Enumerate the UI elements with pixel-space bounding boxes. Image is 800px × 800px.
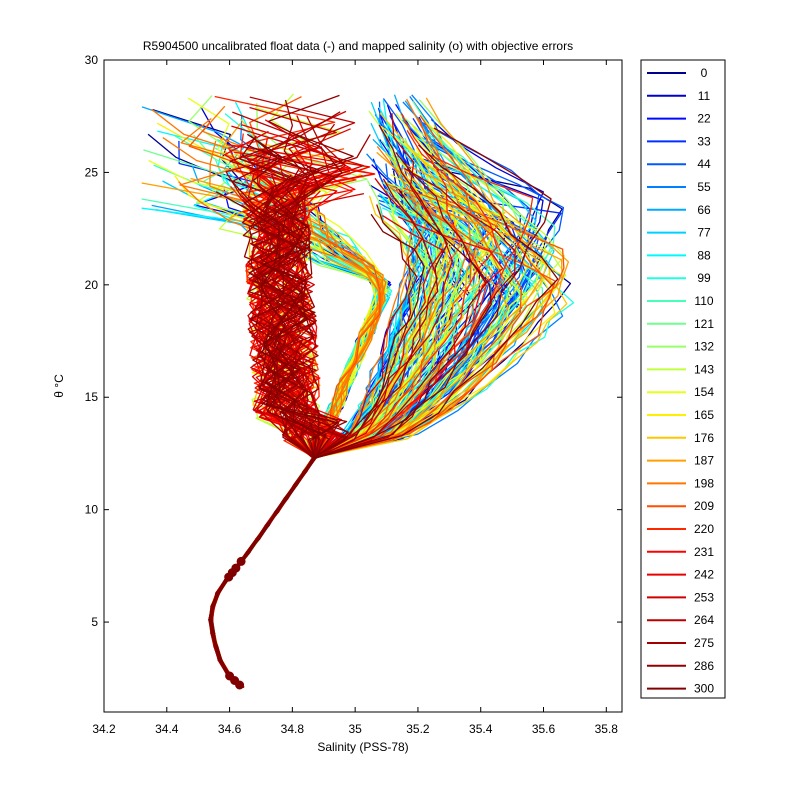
y-axis: 5 10 15 20 25 30	[85, 53, 622, 629]
legend-box	[640, 59, 726, 699]
x-tick-label: 35.4	[469, 722, 493, 736]
mapped-salinity-marker	[225, 671, 235, 681]
x-tick-label: 34.2	[92, 722, 116, 736]
legend-label: 209	[694, 499, 714, 513]
x-tick-label: 35.2	[406, 722, 430, 736]
x-tick-label: 35	[348, 722, 362, 736]
x-tick-label: 35.6	[532, 722, 556, 736]
legend-label: 66	[697, 203, 711, 217]
y-tick-label: 20	[85, 278, 99, 292]
legend-label: 300	[694, 682, 714, 696]
x-axis: 34.2 34.4 34.6 34.8 35 35.2 35.4 35.6 35.8	[92, 60, 618, 736]
y-axis-label: θ °C	[52, 374, 66, 398]
legend-label: 99	[697, 271, 711, 285]
legend: 0 11 22 33 44 55 66 77 88 99 110 121 132 143 154 165 176…	[640, 59, 726, 699]
legend-label: 253	[694, 590, 714, 604]
y-tick-label: 30	[85, 53, 99, 67]
chart-title: R5904500 uncalibrated float data (-) and…	[143, 39, 573, 53]
legend-label: 198	[694, 476, 714, 490]
plot-frame	[103, 59, 623, 713]
legend-label: 44	[697, 157, 711, 171]
legend-label: 231	[694, 545, 714, 559]
legend-label: 33	[697, 134, 711, 148]
legend-label: 187	[694, 454, 714, 468]
legend-label: 242	[694, 568, 714, 582]
y-tick-label: 10	[85, 503, 99, 517]
x-tick-label: 34.8	[281, 722, 305, 736]
legend-label: 55	[697, 180, 711, 194]
y-tick-label: 5	[91, 615, 98, 629]
legend-label: 143	[694, 362, 714, 376]
legend-label: 220	[694, 522, 714, 536]
legend-label: 22	[697, 112, 711, 126]
x-tick-label: 35.8	[595, 722, 619, 736]
legend-label: 154	[694, 385, 714, 399]
data-layer	[141, 93, 575, 690]
profile-line	[210, 211, 339, 688]
x-tick-label: 34.6	[218, 722, 242, 736]
mapped-salinity-marker	[231, 563, 241, 573]
legend-label: 132	[694, 340, 714, 354]
x-axis-label: Salinity (PSS-78)	[317, 740, 408, 754]
legend-label: 77	[697, 226, 711, 240]
legend-label: 110	[694, 294, 713, 308]
legend-label: 0	[701, 66, 708, 80]
plot-area	[104, 60, 622, 712]
legend-label: 264	[694, 613, 714, 627]
legend-label: 165	[694, 408, 714, 422]
x-tick-label: 34.4	[155, 722, 179, 736]
legend-label: 121	[694, 317, 714, 331]
legend-label: 275	[694, 636, 714, 650]
y-tick-label: 25	[85, 165, 99, 179]
legend-label: 286	[694, 659, 714, 673]
legend-label: 88	[697, 248, 711, 262]
legend-label: 11	[698, 89, 711, 103]
legend-label: 176	[694, 431, 714, 445]
mapped-salinity-marker	[236, 556, 246, 566]
y-tick-label: 15	[85, 390, 99, 404]
